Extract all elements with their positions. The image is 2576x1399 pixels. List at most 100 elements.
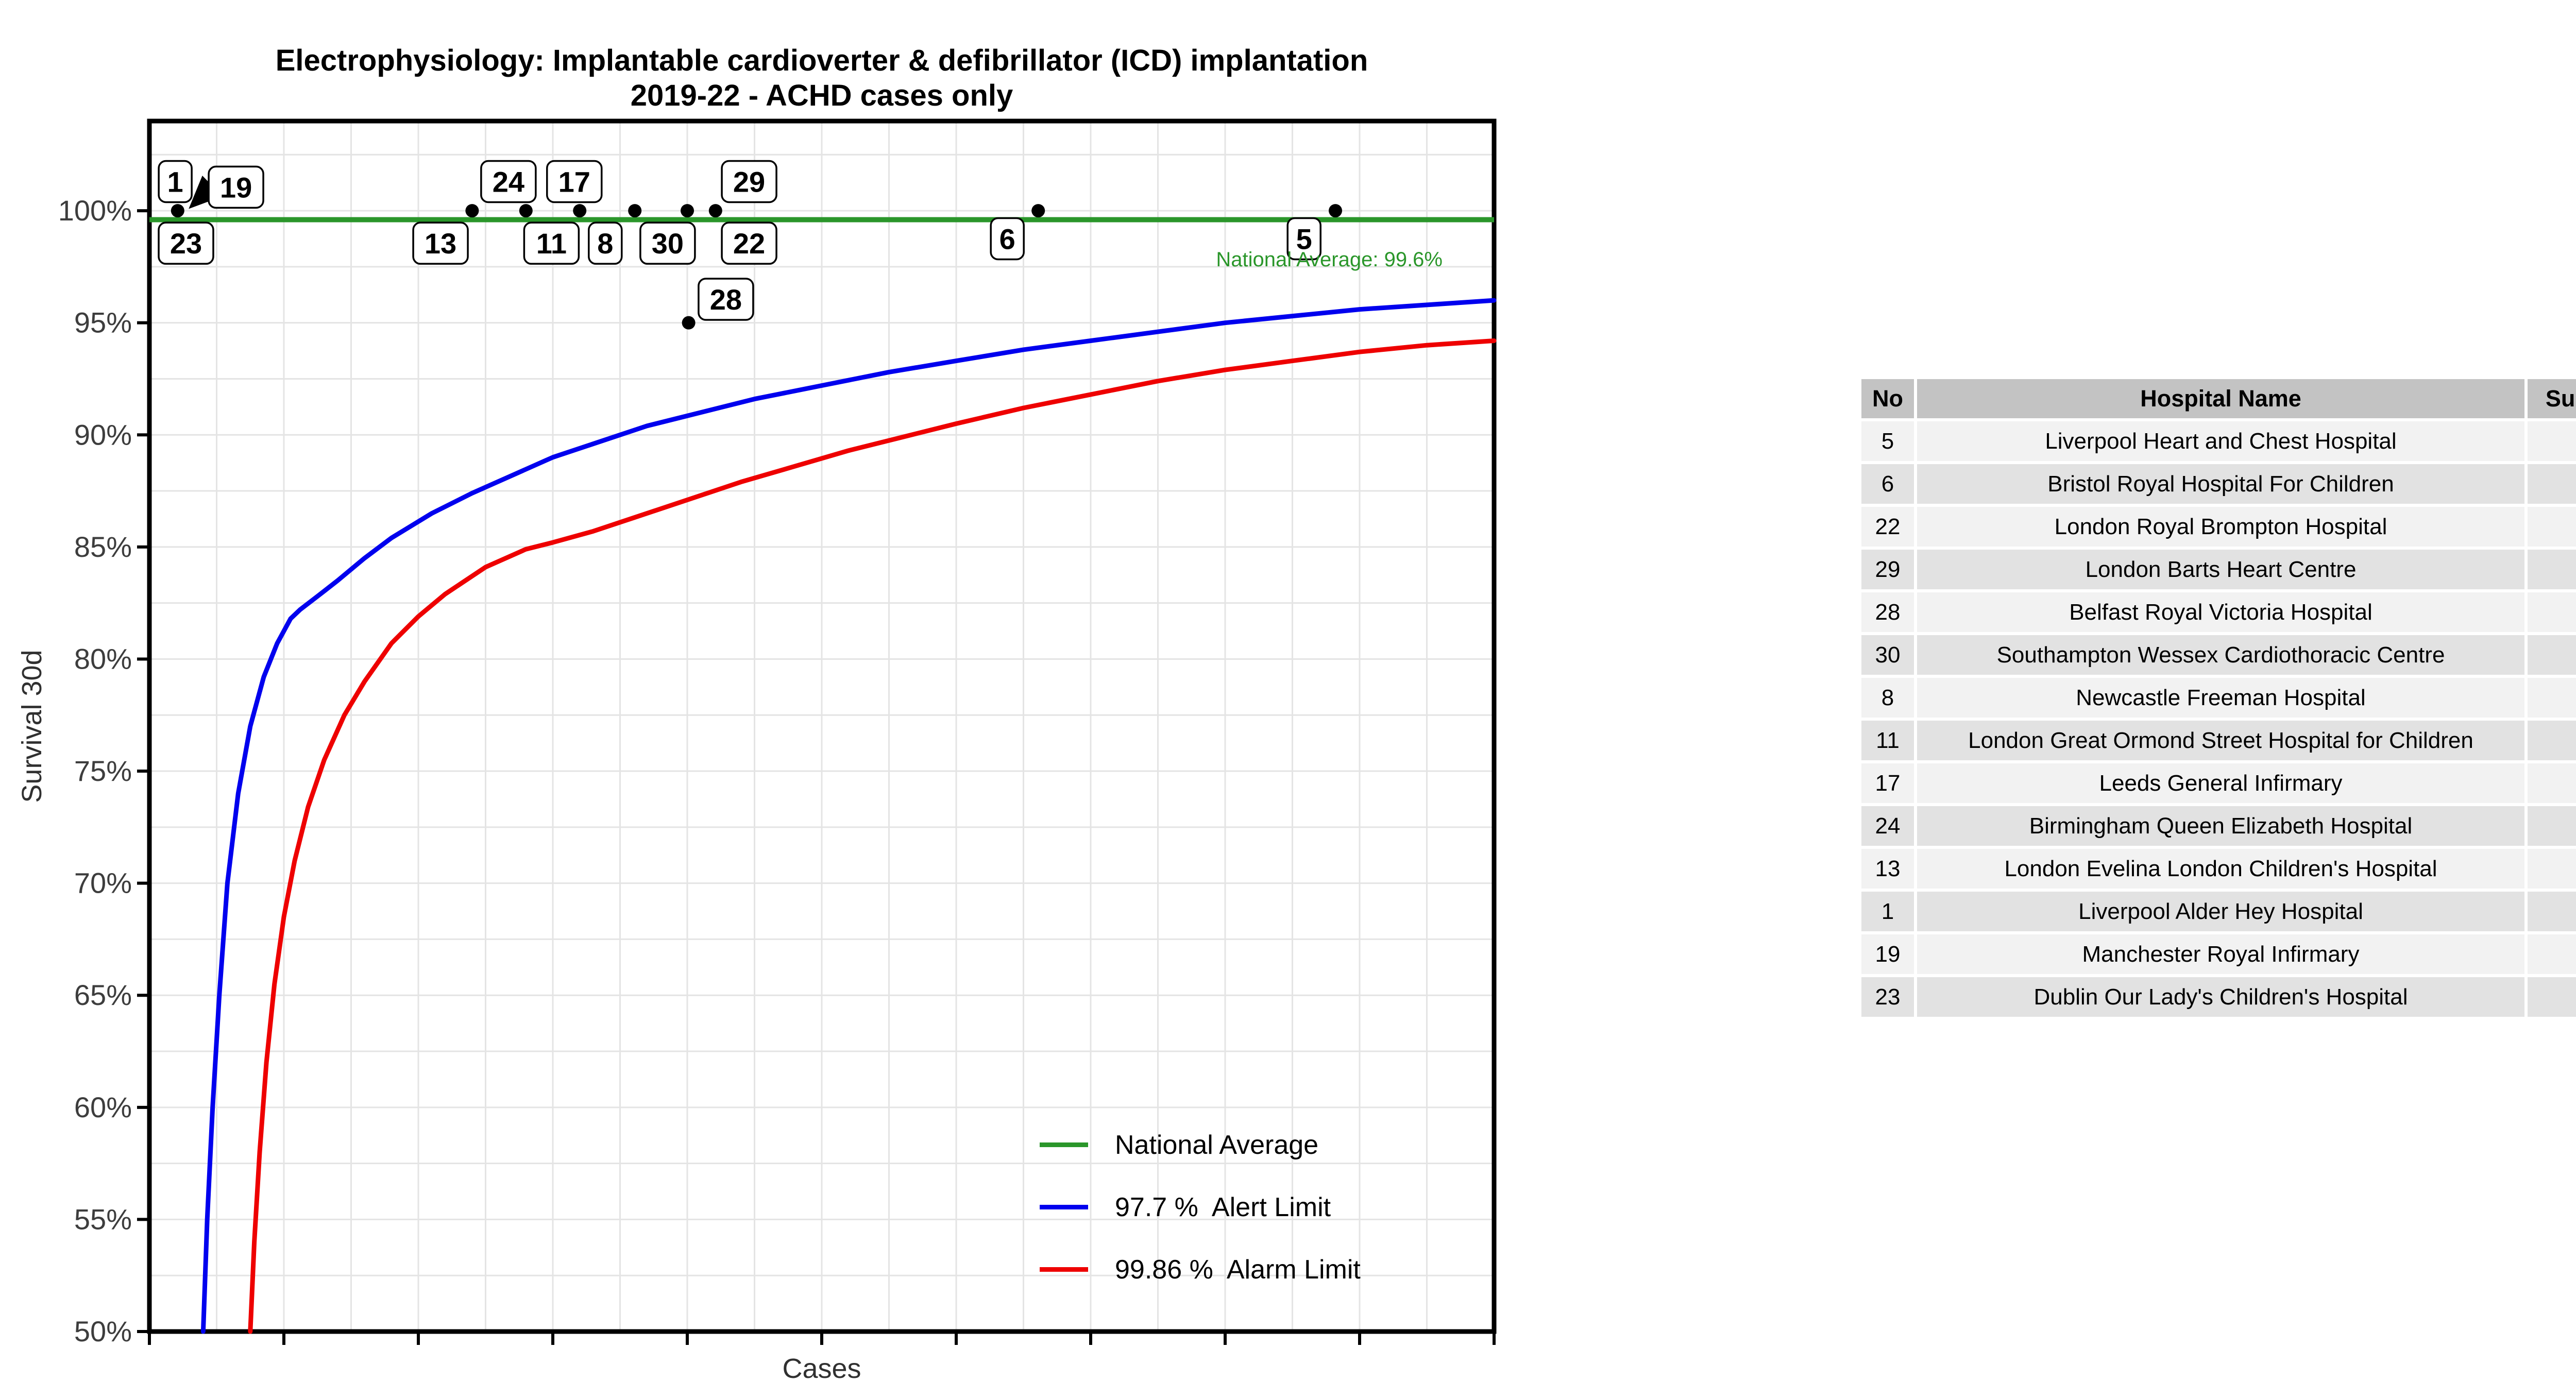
point-label-box <box>698 278 754 321</box>
point-label-box <box>480 160 537 203</box>
point-label-box <box>158 160 193 203</box>
point-label-box <box>546 160 603 203</box>
frame-layer: 50% 55% 60% 65% 70% 75% 80% 85% 90% 95% 100% <box>58 118 1497 1347</box>
point-label-text: 8 <box>597 227 613 260</box>
legend-label: 97.7 % Alert Limit <box>1115 1192 1331 1222</box>
point-label-box <box>721 160 777 203</box>
table-cell-no: 30 <box>1861 635 1914 675</box>
table-cell-hospital-name: Belfast Royal Victoria Hospital <box>1917 592 2524 632</box>
table-cell-survival-30d: 100% <box>2528 934 2576 974</box>
point-label: 1 <box>158 160 193 203</box>
point-label: 17 <box>546 160 603 203</box>
table-cell-hospital-name: Birmingham Queen Elizabeth Hospital <box>1917 806 2524 846</box>
alert-limit-curve <box>200 298 1497 1334</box>
point-label: 30 <box>639 221 696 265</box>
table-cell-survival-30d: 100% <box>2528 721 2576 760</box>
point-label-text: 28 <box>710 283 742 316</box>
point-label-text: 23 <box>170 227 202 260</box>
data-point <box>681 204 694 218</box>
table-cell-no: 28 <box>1861 592 1914 632</box>
table-cell-no: 6 <box>1861 464 1914 504</box>
data-point <box>171 204 184 218</box>
table-header-no: No <box>1861 379 1914 418</box>
chart-title-line1: Electrophysiology: Implantable cardiover… <box>275 44 1368 77</box>
y-tick-label: 60% <box>74 1091 132 1123</box>
point-label: 29 <box>721 160 777 203</box>
y-tick-label: 55% <box>74 1203 132 1235</box>
data-point <box>1031 204 1045 218</box>
y-tick-label: 50% <box>74 1315 132 1347</box>
point-label-box <box>721 221 777 265</box>
table-cell-survival-30d: 100% <box>2528 849 2576 889</box>
point-label-box <box>158 221 214 265</box>
table-header-hospital-name: Hospital Name <box>1917 379 2524 418</box>
chart-title-line2: 2019-22 - ACHD cases only <box>630 79 1013 112</box>
point-label: 19 <box>208 165 264 209</box>
table-cell-survival-30d: 100% <box>2528 806 2576 846</box>
point-label: 24 <box>480 160 537 203</box>
y-axis-title: Survival 30d <box>16 650 47 803</box>
point-label-text: 19 <box>220 171 252 203</box>
y-tick-label: 95% <box>74 306 132 339</box>
point-label: 8 <box>588 221 623 265</box>
point-label: 13 <box>412 221 469 265</box>
table-cell-hospital-name: London Great Ormond Street Hospital for … <box>1917 721 2524 760</box>
table-cell-no: 1 <box>1861 892 1914 931</box>
plot-frame <box>147 118 1497 1334</box>
y-tick-label: 90% <box>74 418 132 451</box>
table-cell-hospital-name: Newcastle Freeman Hospital <box>1917 678 2524 718</box>
point-label-text: 30 <box>652 227 684 260</box>
point-label-text: 13 <box>425 227 456 260</box>
y-tick-label: 100% <box>58 194 132 227</box>
data-point <box>519 204 533 218</box>
y-tick-label: 85% <box>74 531 132 563</box>
table-cell-no: 5 <box>1861 421 1914 461</box>
legend-label: National Average <box>1115 1130 1319 1160</box>
y-tick-label: 75% <box>74 755 132 787</box>
data-point <box>465 204 479 218</box>
point-label-text: 6 <box>999 223 1015 255</box>
point-label: 11 <box>523 221 580 265</box>
table-cell-no: 24 <box>1861 806 1914 846</box>
point-label: 23 <box>158 221 214 265</box>
point-labels-layer: 1 19 24 17 29 23 13 11 8 30 22 6 5 28 <box>158 160 1321 321</box>
data-point <box>708 204 722 218</box>
series-layer <box>149 217 1497 1334</box>
grid-layer <box>149 121 1494 1332</box>
point-label-text: 24 <box>493 166 524 198</box>
point-label-text: 22 <box>733 227 765 260</box>
point-label-box <box>412 221 469 265</box>
table-cell-hospital-name: Liverpool Heart and Chest Hospital <box>1917 421 2524 461</box>
table-cell-survival-30d: 100% <box>2528 464 2576 504</box>
table-cell-survival-30d: 100% <box>2528 550 2576 589</box>
table-cell-survival-30d: 100% <box>2528 763 2576 803</box>
point-label-text: 17 <box>558 166 590 198</box>
table-cell-hospital-name: Manchester Royal Infirmary <box>1917 934 2524 974</box>
point-label: 22 <box>721 221 777 265</box>
table-cell-hospital-name: London Barts Heart Centre <box>1917 550 2524 589</box>
table-cell-no: 22 <box>1861 507 1914 547</box>
y-tick-label: 80% <box>74 642 132 675</box>
y-tick-label: 70% <box>74 867 132 899</box>
point-label-box <box>639 221 696 265</box>
legend-label: 99.86 % Alarm Limit <box>1115 1254 1361 1285</box>
point-label: 6 <box>990 217 1025 261</box>
data-point <box>1329 204 1343 218</box>
table-cell-survival-30d: 100% <box>2528 678 2576 718</box>
table-cell-hospital-name: Leeds General Infirmary <box>1917 763 2524 803</box>
legend-line-alert-limit-icon <box>1040 1205 1088 1209</box>
legend-item-national-average: National Average <box>1040 1114 1361 1176</box>
point-label-text: 1 <box>167 166 183 198</box>
point-label: 28 <box>698 278 754 321</box>
table-cell-survival-30d: 100% <box>2528 507 2576 547</box>
data-point <box>573 204 587 218</box>
table-cell-hospital-name: Southampton Wessex Cardiothoracic Centre <box>1917 635 2524 675</box>
chart-legend: National Average 97.7 % Alert Limit 99.8… <box>1040 1114 1361 1301</box>
table-cell-survival-30d: 100% <box>2528 892 2576 931</box>
legend-line-alarm-limit-icon <box>1040 1267 1088 1272</box>
data-point <box>628 204 642 218</box>
points-layer <box>171 175 1343 330</box>
table-header-survival-30d: Survival 30d <box>2528 379 2576 418</box>
table-cell-no: 13 <box>1861 849 1914 889</box>
